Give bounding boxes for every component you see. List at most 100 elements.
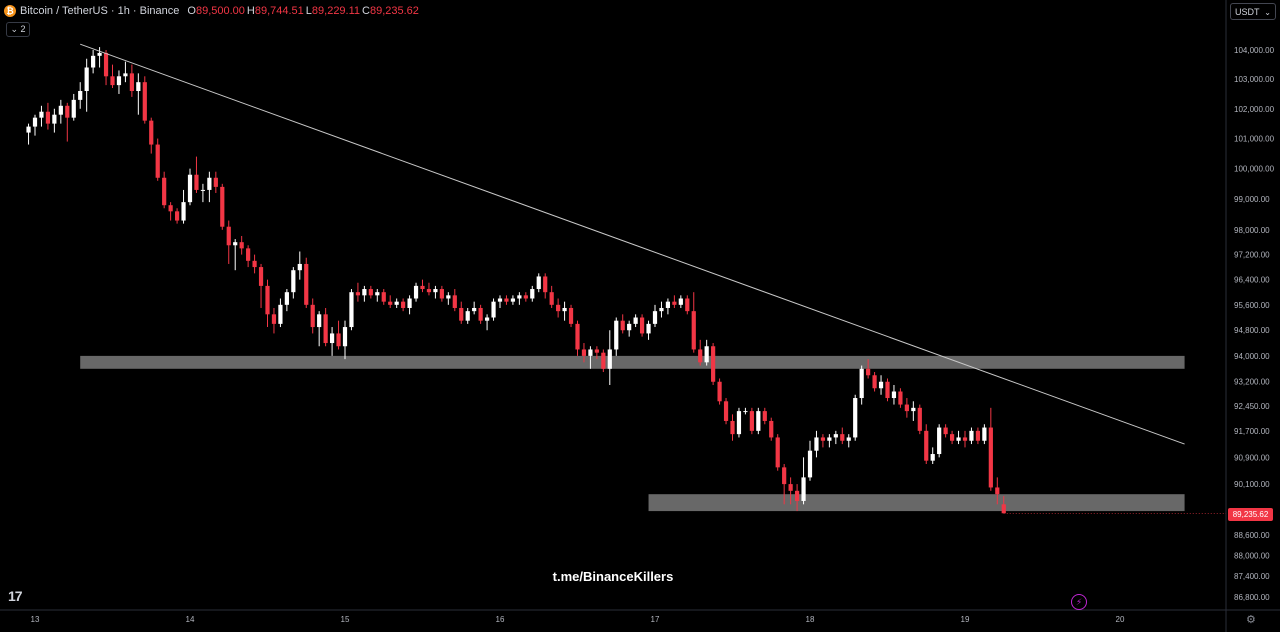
current-price-badge: 89,235.62	[1228, 508, 1273, 521]
candle-body	[614, 320, 619, 350]
gear-icon[interactable]: ⚙	[1246, 614, 1256, 626]
currency-select[interactable]: USDT ⌄	[1230, 3, 1276, 20]
candle-body	[181, 202, 186, 221]
y-tick-label: 96,400.00	[1234, 276, 1270, 285]
candle-body	[239, 242, 244, 249]
candle-body	[685, 298, 690, 312]
candle-body	[355, 292, 361, 296]
trendline	[80, 43, 1185, 445]
tradingview-logo[interactable]: 17	[8, 588, 23, 604]
high-value: 89,744.51	[254, 5, 304, 17]
candle-body	[226, 226, 231, 246]
candle-body	[859, 368, 864, 399]
chevron-down-icon: ⌄	[10, 24, 18, 34]
y-tick-label: 103,000.00	[1234, 75, 1275, 84]
candle-body	[174, 211, 180, 221]
candle-body	[84, 67, 89, 92]
candle-body	[568, 307, 574, 324]
candle-body	[536, 276, 541, 290]
candle-body	[962, 437, 968, 441]
candle-body	[407, 298, 412, 308]
candle-body	[45, 111, 51, 124]
bitcoin-icon: ₿	[4, 5, 16, 17]
candle-body	[762, 411, 767, 421]
candle-body	[898, 391, 903, 405]
candle-body	[213, 177, 218, 187]
symbol-header: ₿ Bitcoin / TetherUS · 1h · Binance O 89…	[4, 3, 419, 19]
candle-body	[271, 314, 277, 324]
x-tick-label: 13	[31, 615, 40, 624]
candle-body	[743, 411, 748, 413]
y-tick-label: 100,000.00	[1234, 165, 1275, 174]
candle-body	[420, 285, 425, 290]
x-tick-label: 15	[341, 615, 350, 624]
candle-body	[413, 285, 419, 299]
candle-body	[872, 375, 877, 389]
candle-body	[200, 189, 206, 191]
candle-body	[730, 420, 735, 435]
candle-body	[220, 186, 225, 227]
candle-body	[853, 398, 858, 438]
candle-body	[807, 450, 813, 478]
candle-body	[782, 467, 787, 485]
candle-body	[1001, 504, 1006, 514]
y-tick-label: 87,400.00	[1234, 572, 1270, 581]
y-tick-label: 94,000.00	[1234, 352, 1270, 361]
lightning-icon[interactable]: ⚡	[1071, 594, 1087, 610]
candle-body	[472, 307, 477, 312]
y-tick-label: 97,200.00	[1234, 251, 1270, 260]
open-value: 89,500.00	[195, 5, 245, 17]
candle-body	[581, 349, 587, 356]
candle-body	[523, 295, 528, 299]
candle-body	[943, 427, 948, 435]
candle-body	[510, 298, 516, 302]
candle-body	[769, 420, 774, 438]
candle-body	[736, 411, 742, 435]
y-tick-label: 104,000.00	[1234, 46, 1275, 55]
candle-body	[155, 144, 160, 178]
currency-value: USDT	[1235, 7, 1260, 17]
candle-body	[342, 327, 348, 347]
candle-body	[284, 292, 289, 305]
candle-body	[65, 105, 70, 118]
candle-body	[32, 117, 38, 127]
candle-body	[258, 267, 264, 286]
candle-body	[103, 52, 109, 77]
close-label: C	[362, 5, 370, 17]
x-tick-label: 14	[186, 615, 195, 624]
candle-body	[349, 292, 354, 328]
y-tick-label: 88,600.00	[1234, 531, 1270, 540]
candle-body	[39, 111, 44, 118]
indicator-collapse-button[interactable]: ⌄ 2	[6, 22, 30, 37]
candle-body	[549, 292, 554, 305]
candle-body	[917, 407, 922, 431]
candle-body	[478, 307, 483, 321]
candle-body	[827, 437, 832, 441]
candle-body	[575, 323, 580, 350]
candle-body	[801, 477, 806, 501]
candle-body	[323, 314, 328, 344]
candle-body	[207, 177, 212, 190]
y-tick-label: 99,000.00	[1234, 195, 1270, 204]
candle-body	[698, 349, 703, 363]
candle-body	[588, 349, 593, 356]
candle-body	[878, 381, 884, 389]
candle-body	[336, 333, 341, 347]
candle-body	[149, 120, 154, 145]
x-tick-label: 20	[1116, 615, 1125, 624]
y-tick-label: 88,000.00	[1234, 551, 1270, 560]
candle-body	[665, 301, 671, 308]
candle-body	[691, 311, 696, 350]
candle-body	[924, 430, 929, 461]
candle-body	[646, 323, 651, 334]
candle-body	[937, 427, 942, 455]
candle-body	[672, 301, 677, 305]
y-tick-label: 94,800.00	[1234, 326, 1270, 335]
candle-body	[543, 276, 548, 293]
candle-body	[866, 368, 871, 376]
low-value: 89,229.11	[311, 5, 361, 17]
y-tick-label: 86,800.00	[1234, 593, 1270, 602]
symbol-title[interactable]: Bitcoin / TetherUS · 1h · Binance	[20, 5, 180, 17]
candle-body	[930, 454, 935, 461]
